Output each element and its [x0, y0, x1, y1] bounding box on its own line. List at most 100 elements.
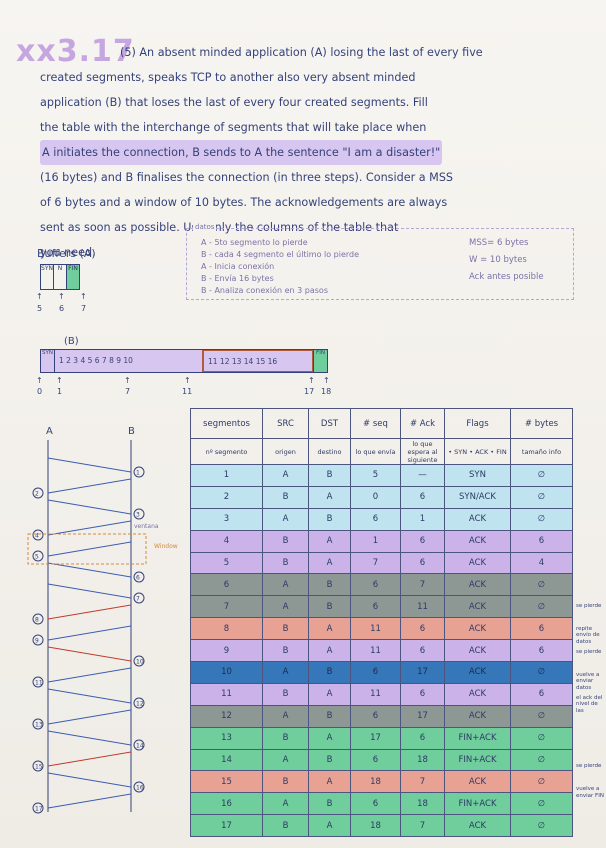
cell-dst: B — [308, 661, 351, 684]
segment-number: 9 — [35, 638, 39, 645]
segment-number-circle — [133, 466, 145, 478]
cell-bytes: ∅ — [510, 704, 573, 728]
up-arrow-icon: ↑ — [58, 292, 65, 301]
up-arrow-icon: ↑ — [124, 376, 131, 385]
cell-seq: 5 — [350, 464, 401, 487]
pointer-label: 7 — [125, 387, 131, 396]
cell-seg: 14 — [190, 748, 263, 772]
cell-flags: ACK — [444, 704, 511, 728]
cell-seq: 6 — [350, 704, 401, 728]
buffer-b-pointers: ↑ ↑ ↑ ↑ ↑ ↑ 0 1 7 11 17 18 — [36, 376, 336, 400]
problem-line-2: created segments, speaks TCP to another … — [40, 71, 416, 84]
cell-flags: ACK — [444, 595, 511, 619]
cell-bytes: ∅ — [510, 595, 573, 619]
cell-src: A — [262, 507, 309, 531]
cell-seq: 1 — [350, 529, 401, 553]
subheader: nº segmento — [190, 438, 263, 465]
cell-dst: A — [308, 770, 351, 794]
problem-line-9: you need. — [40, 246, 96, 259]
cell-src: B — [262, 814, 309, 838]
problem-line-8: sent as soon as possible. Use only the c… — [40, 221, 399, 234]
segment-number: 11 — [35, 680, 43, 687]
cell-ack: 6 — [400, 639, 445, 663]
cell-dst: B — [308, 595, 351, 619]
table-row: 11 B A 11 6 ACK 6 — [190, 682, 573, 706]
cell-ack: 6 — [400, 485, 445, 509]
subheader: origen — [262, 438, 309, 465]
up-arrow-icon: ↑ — [308, 376, 315, 385]
cell-bytes: 6 — [510, 682, 573, 706]
table-subheader-row: nº segmento origen destino lo que envía … — [190, 438, 573, 465]
segment-arrow — [47, 688, 132, 704]
cell-ack: 7 — [400, 814, 445, 838]
segment-number-circle — [133, 508, 145, 520]
cell-bytes: ∅ — [510, 770, 573, 794]
cell-ack: 18 — [400, 792, 445, 816]
buffer-b-chunk-1: 1 2 3 4 5 6 7 8 9 10 — [55, 350, 203, 372]
cell-ack: 11 — [400, 595, 445, 619]
cell-ack: 17 — [400, 661, 445, 684]
cell-ack: — — [400, 464, 445, 487]
segments-table: segmentos SRC DST # seq # Ack Flags # by… — [190, 408, 573, 838]
cell-seq: 18 — [350, 814, 401, 838]
cell-ack: 7 — [400, 573, 445, 597]
col-header-segmentos: segmentos — [190, 408, 263, 439]
segment-number-circle — [32, 760, 44, 772]
segment-arrow — [47, 625, 132, 641]
segment-number-circle — [32, 550, 44, 562]
cell-src: A — [262, 704, 309, 728]
cell-dst: A — [308, 639, 351, 663]
host-a-label: A — [46, 426, 53, 437]
table-header-row: segmentos SRC DST # seq # Ack Flags # by… — [190, 408, 573, 439]
buffer-b-fin: FIN — [313, 350, 327, 372]
segment-arrow — [47, 457, 132, 473]
host-b-label: B — [128, 426, 135, 437]
pointer-label: 5 — [37, 304, 43, 313]
cell-seg: 13 — [190, 726, 263, 750]
segment-arrow — [47, 793, 132, 809]
cell-flags: FIN+ACK — [444, 748, 511, 772]
cell-bytes: ∅ — [510, 507, 573, 531]
table-row: 5 B A 7 6 ACK 4 — [190, 551, 573, 575]
cell-flags: ACK — [444, 551, 511, 575]
up-arrow-icon: ↑ — [323, 376, 330, 385]
window-box — [27, 533, 147, 565]
cell-dst: B — [308, 748, 351, 772]
cell-flags: ACK — [444, 814, 511, 838]
cell-seq: 6 — [350, 507, 401, 531]
cell-seg: 12 — [190, 704, 263, 728]
side-note: se pierde — [576, 603, 602, 609]
segment-number: 14 — [136, 743, 144, 750]
cell-ack: 6 — [400, 529, 445, 553]
cell-flags: ACK — [444, 529, 511, 553]
segment-number-circle — [133, 697, 145, 709]
subheader: • SYN • ACK • FIN — [444, 438, 511, 465]
segment-arrow — [47, 751, 132, 767]
cell-flags: ACK — [444, 770, 511, 794]
table-row: 16 A B 6 18 FIN+ACK ∅ — [190, 792, 573, 816]
up-arrow-icon: ↑ — [80, 292, 87, 301]
pointer-label: 0 — [37, 387, 43, 396]
segment-arrow — [47, 646, 132, 662]
segment-number-circle — [32, 634, 44, 646]
cell-src: A — [262, 661, 309, 684]
segment-number: 1 — [136, 470, 140, 477]
cell-bytes: 6 — [510, 617, 573, 641]
problem-number: xx3.17 — [16, 34, 135, 69]
cell-src: B — [262, 485, 309, 509]
buffer-b: SYN 1 2 3 4 5 6 7 8 9 10 11 12 13 14 15 … — [40, 349, 328, 373]
problem-line-4: the table with the interchange of segmen… — [40, 121, 427, 134]
table-row: 6 A B 6 7 ACK ∅ — [190, 573, 573, 597]
table-row: 10 A B 6 17 ACK ∅ — [190, 661, 573, 684]
given-mss: MSS= 6 bytes — [469, 238, 529, 248]
given-window: W = 10 bytes — [469, 255, 527, 265]
up-arrow-icon: ↑ — [56, 376, 63, 385]
cell-ack: 6 — [400, 617, 445, 641]
cell-dst: A — [308, 814, 351, 838]
cell-dst: A — [308, 682, 351, 706]
cell-bytes: ∅ — [510, 792, 573, 816]
segment-number: 13 — [35, 722, 43, 729]
col-header-seq: # seq — [350, 408, 401, 439]
cell-seg: 11 — [190, 682, 263, 706]
up-arrow-icon: ↑ — [36, 376, 43, 385]
